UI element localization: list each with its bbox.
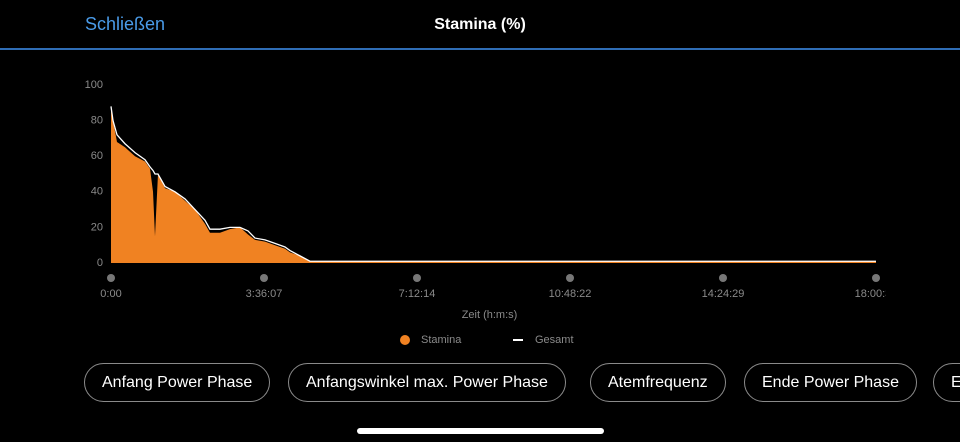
y-tick-label: 80 bbox=[91, 115, 103, 127]
y-tick-label: 40 bbox=[91, 186, 103, 198]
x-tick-dot bbox=[259, 274, 268, 282]
y-tick-label: 20 bbox=[91, 221, 103, 233]
x-tick-label: 0:00 bbox=[100, 288, 121, 300]
y-tick-label: 0 bbox=[97, 257, 103, 269]
gesamt-line bbox=[110, 106, 876, 262]
y-tick-label: 100 bbox=[85, 79, 103, 91]
legend-label: Stamina bbox=[421, 334, 462, 346]
close-button[interactable]: Schließen bbox=[85, 14, 166, 34]
x-tick-dot bbox=[107, 274, 115, 282]
x-axis: 0:00 3:36:07 7:12:14 10:48:22 14:24:29 18:00:… bbox=[100, 274, 898, 300]
screen-title: Stamina (%) bbox=[434, 16, 526, 33]
x-tick-label: 18:00:36 bbox=[855, 288, 898, 300]
x-axis-label: Zeit (h:m:s) bbox=[462, 309, 518, 321]
chip-button[interactable]: Atemfrequenz bbox=[590, 363, 726, 402]
legend-marker bbox=[400, 335, 410, 345]
chip-button[interactable]: Anfang Power Phase bbox=[84, 363, 271, 402]
x-tick-dot bbox=[872, 274, 880, 282]
x-tick-dot bbox=[412, 274, 421, 282]
y-tick-label: 60 bbox=[91, 150, 103, 162]
header-divider bbox=[0, 48, 960, 50]
x-tick-label: 14:24:29 bbox=[702, 288, 745, 300]
x-tick-dot bbox=[719, 274, 728, 282]
x-tick-label: 7:12:14 bbox=[399, 288, 436, 300]
chip-button[interactable]: Ende Power Phase bbox=[744, 363, 917, 402]
legend-label: Gesamt bbox=[535, 334, 574, 346]
x-tick-dot bbox=[566, 274, 575, 282]
stamina-area bbox=[111, 106, 876, 263]
home-indicator bbox=[357, 428, 604, 434]
x-tick-label: 3:36:07 bbox=[246, 288, 283, 300]
x-tick-label: 10:48:22 bbox=[549, 288, 592, 300]
chip-button[interactable]: Anfangswinkel max. Power Phase bbox=[288, 363, 566, 402]
